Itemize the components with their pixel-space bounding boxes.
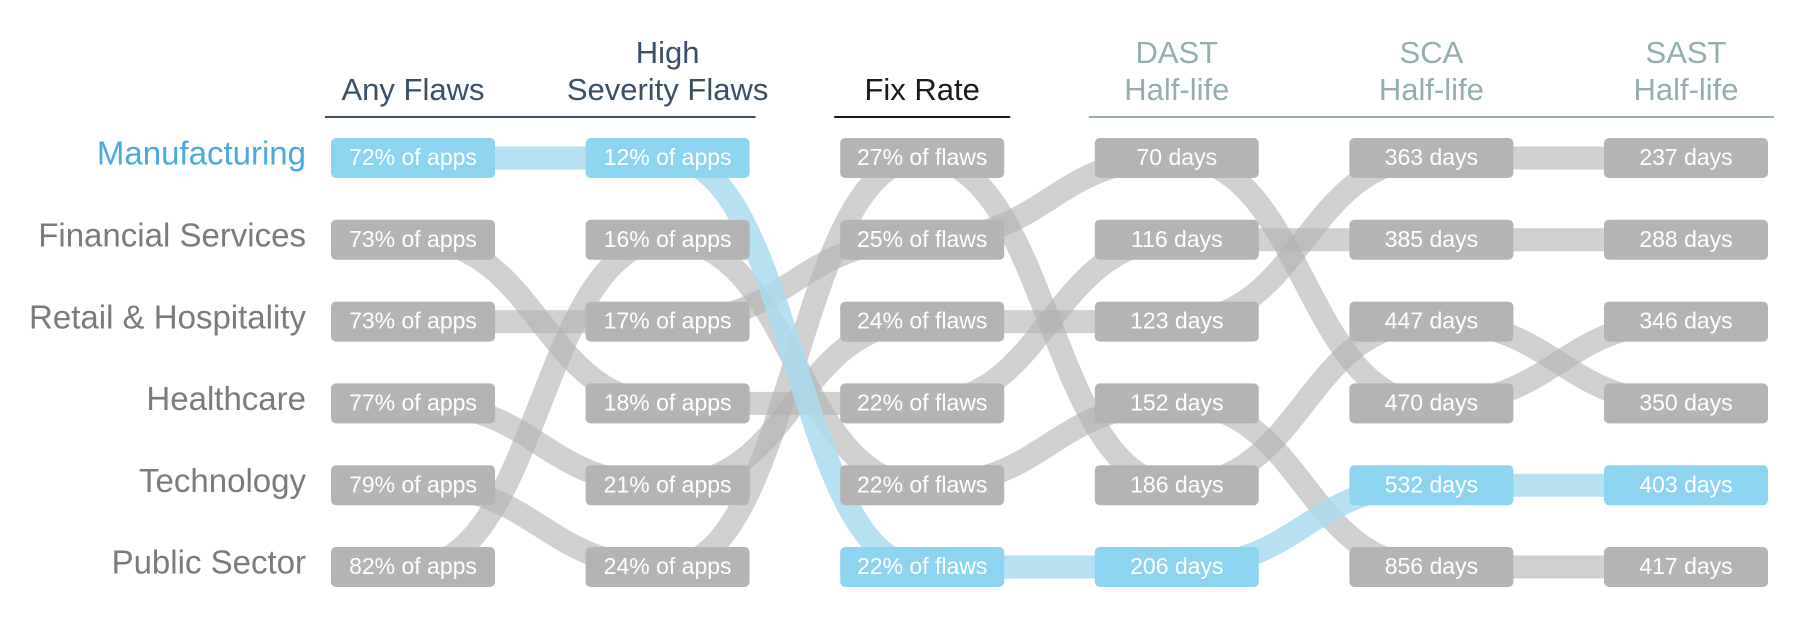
row-label: Financial Services <box>38 217 306 254</box>
value-box <box>1094 301 1259 342</box>
value-label: 123 days <box>1130 308 1223 334</box>
value-box <box>331 465 495 506</box>
row-label: Healthcare <box>146 380 306 417</box>
value-label: 116 days <box>1131 226 1223 252</box>
boxes: 72% of apps 73% of apps 73% of apps 77% of … <box>331 138 1768 587</box>
value-box <box>1349 383 1514 424</box>
value-label: 24% of apps <box>604 553 732 579</box>
value-label: 206 days <box>1130 553 1223 579</box>
value-box <box>331 301 495 342</box>
connectors <box>412 146 1687 579</box>
value-box <box>840 219 1005 260</box>
value-box <box>331 383 495 424</box>
value-box <box>1604 465 1768 506</box>
value-box <box>585 138 750 178</box>
value-label: 21% of apps <box>604 471 732 497</box>
row-label: Manufacturing <box>97 135 306 172</box>
value-label: 12% of apps <box>604 144 732 170</box>
value-box <box>840 301 1005 342</box>
value-label: 17% of apps <box>604 308 732 334</box>
value-box <box>840 465 1005 506</box>
value-box <box>585 383 750 424</box>
value-label: 346 days <box>1639 308 1732 334</box>
value-box <box>1604 301 1768 342</box>
value-box <box>1604 219 1768 260</box>
value-label: 152 days <box>1130 389 1223 415</box>
column-header: SCA Half-life <box>1378 35 1484 107</box>
value-label: 70 days <box>1137 144 1218 170</box>
value-box <box>1349 138 1514 178</box>
value-box <box>585 301 750 342</box>
value-label: 350 days <box>1639 389 1732 415</box>
value-label: 385 days <box>1385 226 1478 252</box>
value-box <box>1094 138 1259 178</box>
value-box <box>1349 219 1514 260</box>
value-box <box>1604 547 1768 587</box>
row-label: Public Sector <box>112 544 306 581</box>
connector <box>666 146 924 579</box>
highlight-connectors <box>412 146 1686 579</box>
value-label: 72% of apps <box>349 144 477 170</box>
value-label: 77% of apps <box>349 389 477 415</box>
value-label: 288 days <box>1639 226 1732 252</box>
value-label: 447 days <box>1385 308 1478 334</box>
value-label: 73% of apps <box>349 308 477 334</box>
value-box <box>1349 301 1514 342</box>
value-box <box>1604 383 1768 424</box>
value-label: 417 days <box>1639 553 1732 579</box>
value-box <box>1349 465 1514 506</box>
value-label: 22% of flaws <box>857 553 987 579</box>
value-label: 18% of apps <box>604 389 732 415</box>
connector <box>1176 146 1433 415</box>
value-box <box>331 138 495 178</box>
column-header: DAST Half-life <box>1124 35 1230 107</box>
value-label: 470 days <box>1385 389 1478 415</box>
column-header: SAST Half-life <box>1633 35 1739 107</box>
value-label: 24% of flaws <box>857 308 987 334</box>
value-box <box>840 383 1005 424</box>
value-label: 79% of apps <box>349 471 477 497</box>
value-label: 27% of flaws <box>857 144 987 170</box>
value-box <box>585 219 750 260</box>
value-label: 16% of apps <box>604 226 732 252</box>
value-box <box>1349 547 1514 587</box>
row-label: Technology <box>139 462 306 499</box>
value-box <box>1094 547 1259 587</box>
value-label: 22% of flaws <box>857 389 987 415</box>
value-label: 73% of apps <box>349 226 477 252</box>
value-box <box>331 219 495 260</box>
value-box <box>1604 138 1768 178</box>
value-box <box>840 547 1005 587</box>
value-box <box>1094 383 1259 424</box>
value-box <box>585 547 750 587</box>
row-label: Retail & Hospitality <box>29 298 306 335</box>
value-label: 532 days <box>1385 471 1478 497</box>
value-box <box>585 465 750 506</box>
value-box <box>1094 465 1259 506</box>
value-box <box>1094 219 1259 260</box>
value-label: 237 days <box>1639 144 1732 170</box>
value-label: 82% of apps <box>349 553 477 579</box>
value-box <box>840 138 1005 178</box>
value-label: 186 days <box>1130 471 1223 497</box>
value-box <box>331 547 495 587</box>
column-header: High Severity Flaws <box>566 35 769 107</box>
value-label: 363 days <box>1385 144 1478 170</box>
value-label: 856 days <box>1385 553 1478 579</box>
column-header: Any Flaws <box>341 72 485 107</box>
value-label: 25% of flaws <box>857 226 987 252</box>
column-header: Fix Rate <box>864 72 980 107</box>
value-label: 403 days <box>1639 471 1732 497</box>
value-label: 22% of flaws <box>857 471 987 497</box>
